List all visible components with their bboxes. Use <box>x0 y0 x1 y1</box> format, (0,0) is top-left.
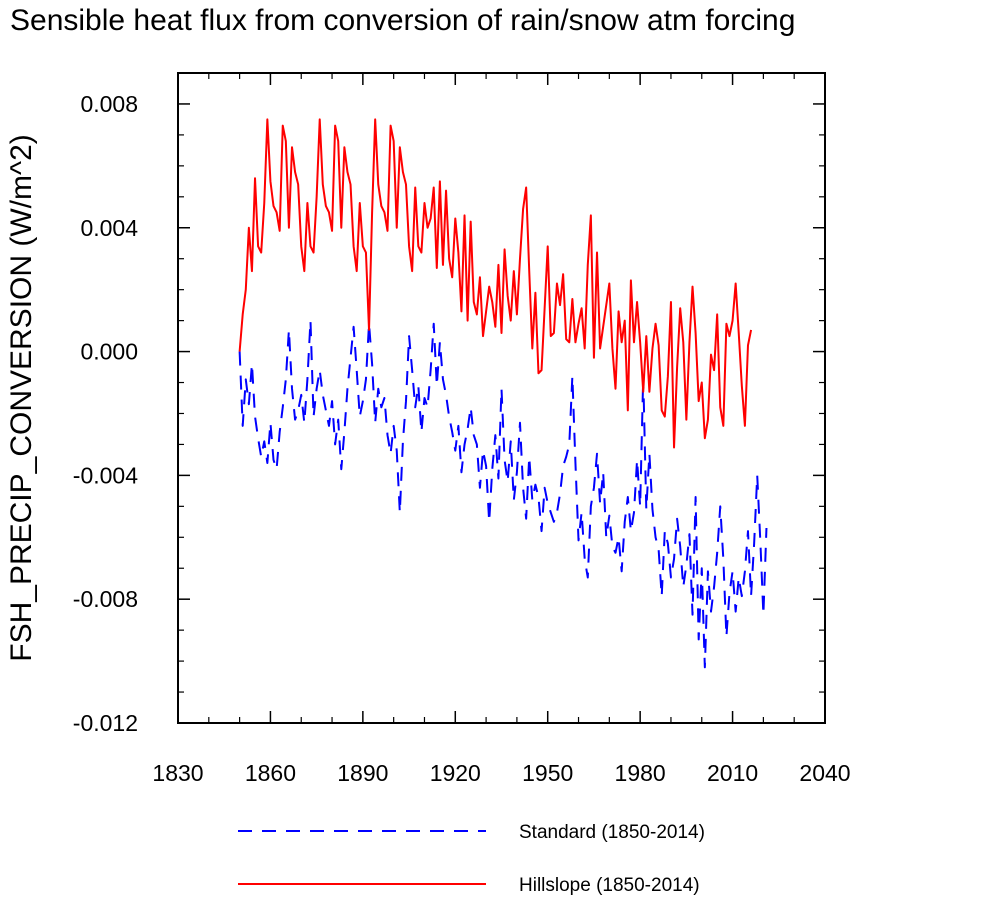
y-tick-label: -0.012 <box>73 710 138 736</box>
y-tick-label: -0.004 <box>73 462 138 488</box>
x-tick-label: 1860 <box>245 760 296 786</box>
series-line-1 <box>238 118 753 449</box>
x-tick-label: 2040 <box>799 760 850 786</box>
x-tick-label: 2010 <box>707 760 758 786</box>
y-tick-labels: -0.012 -0.008 -0.004 0.000 0.004 0.008 <box>73 91 138 736</box>
legend: Standard (1850-2014) Hillslope (1850-2014… <box>238 822 705 896</box>
legend-label-1: Hillslope (1850-2014) <box>519 875 700 896</box>
y-tick-label: 0.004 <box>80 215 138 241</box>
x-tick-label: 1890 <box>337 760 388 786</box>
series-layer <box>238 118 768 669</box>
x-tick-label: 1920 <box>430 760 481 786</box>
plot-frame <box>177 72 826 724</box>
chart-title: Sensible heat flux from conversion of ra… <box>10 4 795 37</box>
legend-label-0: Standard (1850-2014) <box>519 822 705 843</box>
y-tick-label: 0.000 <box>80 339 138 365</box>
x-tick-label: 1980 <box>615 760 666 786</box>
y-tick-label: 0.008 <box>80 91 138 117</box>
x-tick-label: 1830 <box>152 760 203 786</box>
y-axis-label: FSH_PRECIP_CONVERSION (W/m^2) <box>5 134 38 661</box>
x-tick-label: 1950 <box>522 760 573 786</box>
series-line-0 <box>238 319 768 669</box>
y-tick-label: -0.008 <box>73 586 138 612</box>
x-tick-labels: 1830 1860 1890 1920 1950 1980 2010 2040 <box>152 760 850 786</box>
